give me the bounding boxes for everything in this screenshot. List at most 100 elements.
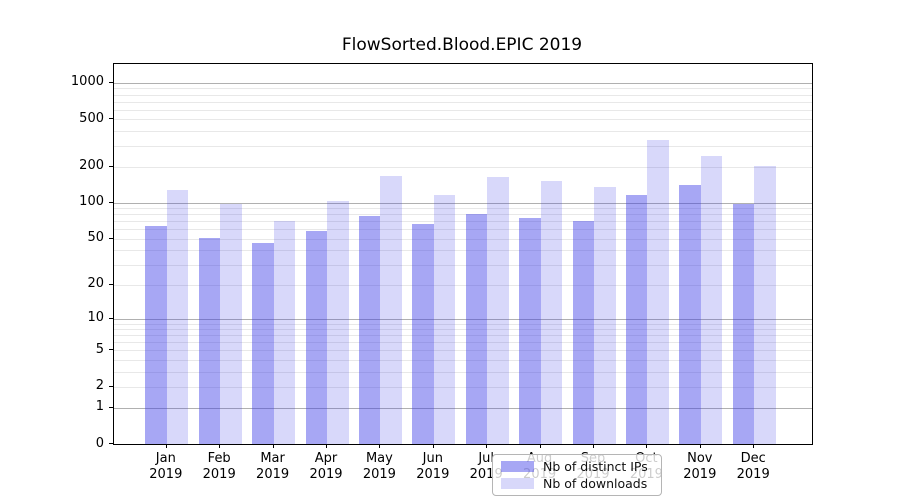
y-tick-label-100: 100 xyxy=(79,194,104,210)
gridline-major-10 xyxy=(114,318,812,320)
legend-label-downloads: Nb of downloads xyxy=(543,476,648,491)
bar-downloads-apr xyxy=(327,201,349,444)
y-tick-mark-1 xyxy=(109,406,113,408)
gridline-minor-40 xyxy=(114,249,812,251)
x-tick-mark-jul xyxy=(486,444,488,448)
y-tick-label-500: 500 xyxy=(79,110,104,126)
bar-ips-oct xyxy=(625,195,648,444)
x-tick-label-jun: Jun 2019 xyxy=(416,451,450,482)
bar-ips-may xyxy=(358,216,381,444)
x-tick-mark-oct xyxy=(646,444,648,448)
x-tick-mark-sep xyxy=(593,444,594,448)
y-tick-mark-20 xyxy=(109,283,113,285)
gridline-minor-200 xyxy=(114,166,812,168)
y-tick-mark-1000 xyxy=(109,81,113,83)
gridline-minor-50 xyxy=(114,238,812,240)
bar-downloads-may xyxy=(380,175,402,444)
y-tick-label-2: 2 xyxy=(95,378,104,394)
y-tick-label-5: 5 xyxy=(95,341,104,357)
bar-downloads-aug xyxy=(540,181,563,444)
x-tick-label-feb: Feb 2019 xyxy=(202,451,236,482)
x-tick-mark-aug xyxy=(539,444,541,448)
y-tick-mark-0 xyxy=(109,443,113,444)
x-tick-label-mar: Mar 2019 xyxy=(256,451,290,482)
y-tick-label-1000: 1000 xyxy=(70,74,104,90)
x-tick-mark-jan xyxy=(165,444,167,448)
gridline-minor-900 xyxy=(114,88,812,90)
gridline-minor-300 xyxy=(114,145,812,147)
x-tick-mark-mar xyxy=(272,444,274,448)
legend-swatch-downloads xyxy=(501,478,534,489)
bar-downloads-jun xyxy=(433,195,456,444)
gridline-minor-500 xyxy=(114,119,812,121)
bar-downloads-feb xyxy=(220,204,242,444)
gridline-minor-700 xyxy=(114,101,812,103)
gridline-minor-400 xyxy=(114,130,812,132)
bar-downloads-jan xyxy=(166,190,189,444)
y-tick-mark-5 xyxy=(109,349,113,351)
plot-area: Nb of distinct IPs Nb of downloads xyxy=(113,63,813,496)
x-tick-label-dec: Dec 2019 xyxy=(736,451,770,482)
x-tick-label-jan: Jan 2019 xyxy=(149,451,183,482)
y-tick-label-50: 50 xyxy=(87,230,104,245)
y-tick-label-0: 0 xyxy=(95,435,104,451)
bar-ips-feb xyxy=(198,237,221,444)
gridline-minor-80 xyxy=(114,214,812,216)
bar-ips-jan xyxy=(145,225,167,444)
y-tick-mark-500 xyxy=(109,118,113,120)
gridline-minor-90 xyxy=(114,208,812,210)
x-tick-label-apr: Apr 2019 xyxy=(309,451,343,482)
legend-item-distinct-ips: Nb of distinct IPs xyxy=(501,460,653,473)
gridline-major-1 xyxy=(114,407,812,409)
y-tick-mark-10 xyxy=(109,317,113,319)
gridline-minor-3 xyxy=(114,371,812,373)
gridline-minor-800 xyxy=(114,94,812,96)
x-tick-mark-apr xyxy=(326,444,327,448)
gridline-minor-600 xyxy=(114,109,812,111)
y-tick-mark-100 xyxy=(109,201,113,203)
bar-ips-mar xyxy=(252,242,274,444)
bar-ips-jun xyxy=(412,224,434,444)
y-tick-label-1: 1 xyxy=(95,399,104,415)
bar-downloads-dec xyxy=(754,165,776,444)
bar-ips-apr xyxy=(305,230,327,444)
x-tick-mark-nov xyxy=(699,444,701,448)
legend-item-downloads: Nb of downloads xyxy=(501,477,653,490)
bar-ips-jul xyxy=(465,213,488,444)
gridline-minor-7 xyxy=(114,335,812,337)
bar-downloads-jul xyxy=(487,176,509,444)
x-tick-mark-dec xyxy=(753,444,755,448)
y-tick-label-10: 10 xyxy=(87,310,104,326)
gridline-major-100 xyxy=(114,202,812,204)
legend: Nb of distinct IPs Nb of downloads xyxy=(492,454,662,496)
y-tick-label-200: 200 xyxy=(79,158,104,174)
bar-ips-dec xyxy=(732,203,755,444)
x-tick-mark-jun xyxy=(432,444,434,448)
bar-downloads-mar xyxy=(273,221,296,444)
y-tick-label-20: 20 xyxy=(87,276,104,292)
x-tick-label-nov: Nov 2019 xyxy=(683,451,717,482)
x-tick-mark-may xyxy=(379,444,381,448)
gridline-minor-20 xyxy=(114,284,812,286)
legend-label-distinct-ips: Nb of distinct IPs xyxy=(543,459,648,474)
gridline-minor-30 xyxy=(114,264,812,266)
bar-ips-nov xyxy=(679,185,701,444)
gridline-minor-70 xyxy=(114,221,812,223)
y-tick-mark-50 xyxy=(109,237,113,239)
gridline-minor-8 xyxy=(114,329,812,331)
gridline-minor-9 xyxy=(114,323,812,325)
chart-title: FlowSorted.Blood.EPIC 2019 xyxy=(341,35,583,55)
y-tick-mark-2 xyxy=(109,385,113,387)
bar-ips-aug xyxy=(519,218,541,444)
gridline-minor-4 xyxy=(114,359,812,361)
bar-ips-sep xyxy=(572,221,594,444)
gridline-minor-6 xyxy=(114,342,812,344)
bar-downloads-sep xyxy=(594,186,616,444)
x-tick-label-may: May 2019 xyxy=(362,451,396,482)
gridline-minor-60 xyxy=(114,229,812,231)
bar-downloads-oct xyxy=(647,140,669,444)
x-tick-mark-feb xyxy=(219,444,221,448)
gridline-minor-2 xyxy=(114,386,812,388)
gridline-major-1000 xyxy=(114,82,812,84)
